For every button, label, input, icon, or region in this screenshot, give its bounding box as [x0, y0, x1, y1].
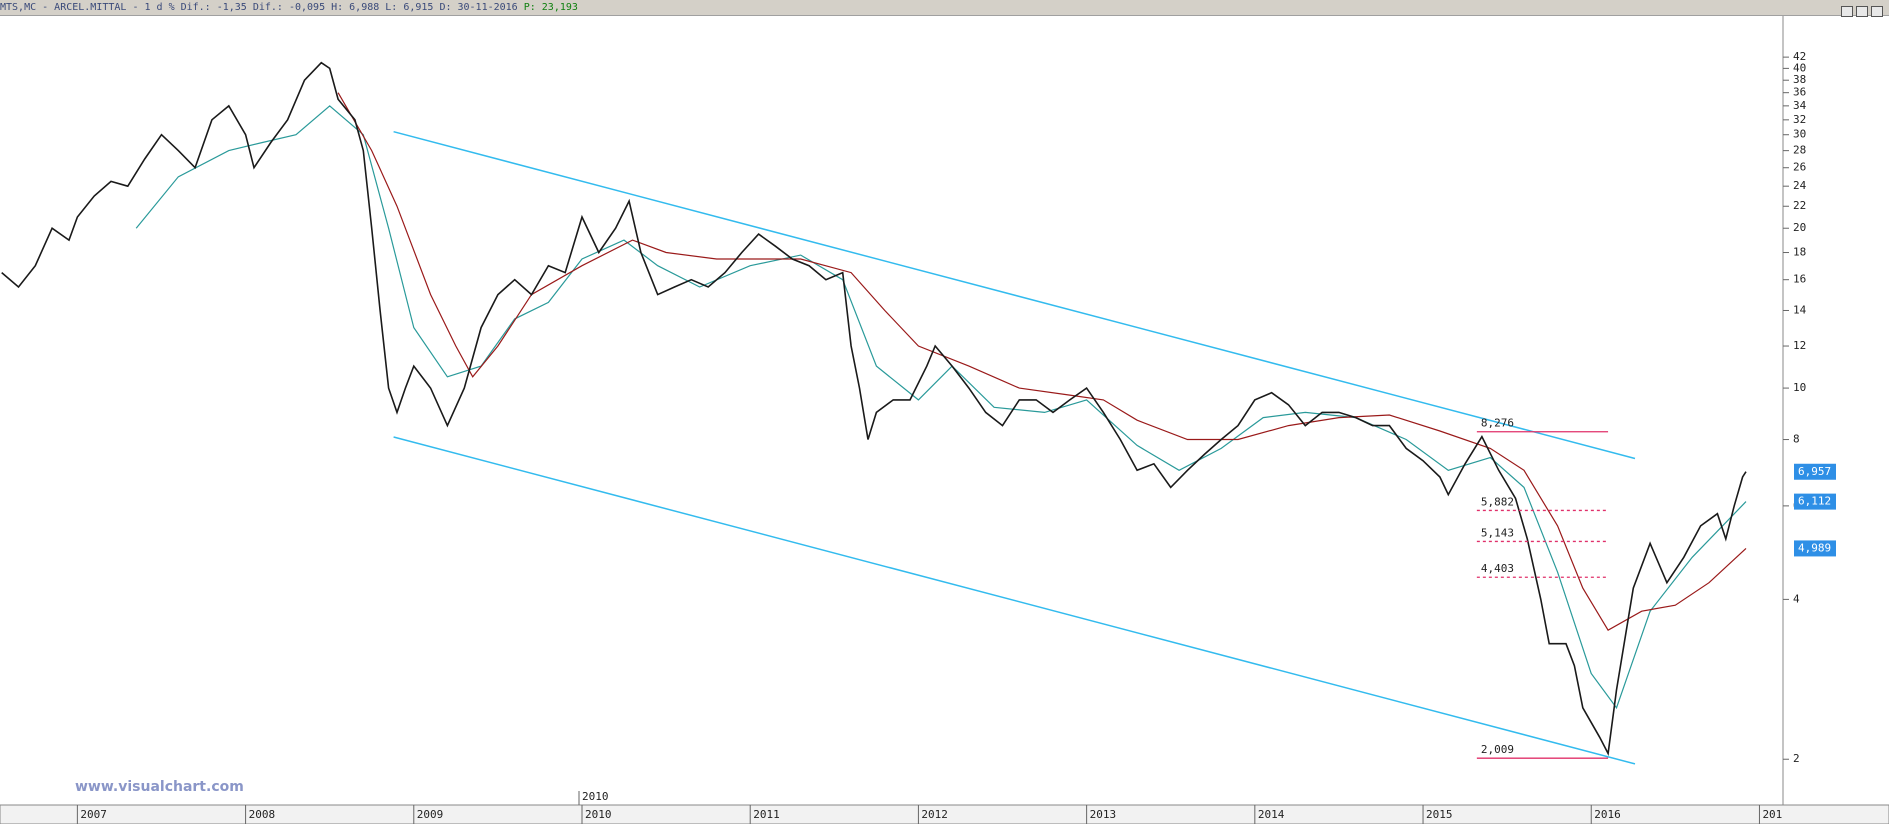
price-label: 6,112	[1798, 495, 1831, 508]
level-label: 4,403	[1481, 562, 1514, 575]
y-tick-label: 16	[1793, 273, 1806, 286]
header-field: H: 6,988	[331, 2, 380, 13]
x-axis-strip	[0, 804, 1889, 824]
moving-average	[337, 92, 1747, 632]
level-label: 2,009	[1481, 743, 1514, 756]
x-tick-label: 2007	[80, 808, 107, 821]
cursor-label: 2010	[582, 790, 609, 803]
y-tick-label: 4	[1793, 592, 1800, 605]
y-tick-label: 28	[1793, 144, 1806, 157]
y-tick-label: 20	[1793, 221, 1806, 234]
x-tick-label: 2008	[249, 808, 275, 821]
header-field: D: 30-11-2016	[439, 2, 518, 13]
plot-area	[0, 16, 1783, 805]
y-tick-label: 40	[1793, 61, 1806, 74]
x-tick-label: 2014	[1258, 808, 1285, 821]
level-label: 5,143	[1481, 526, 1514, 539]
header-field: Dif.: -0,095	[252, 2, 326, 13]
trend-line	[393, 436, 1636, 765]
x-tick-label: 2016	[1594, 808, 1621, 821]
x-tick-label: 201	[1762, 808, 1782, 821]
y-tick-label: 8	[1793, 433, 1800, 446]
y-tick-label: 42	[1793, 50, 1806, 63]
y-tick-label: 38	[1793, 73, 1806, 86]
level-label: 8,276	[1481, 417, 1514, 430]
price-line	[1, 61, 1747, 757]
y-tick-label: 22	[1793, 199, 1806, 212]
header-bar: MTS,MC - ARCEL.MITTAL - 1 d % Dif.: -1,35…	[0, 0, 1889, 16]
close-button[interactable]	[1871, 6, 1883, 17]
y-tick-label: 26	[1793, 161, 1806, 174]
header-field: P: 23,193	[523, 2, 578, 13]
trend-line	[393, 130, 1636, 460]
minimize-button[interactable]	[1841, 6, 1853, 17]
y-tick-label: 32	[1793, 113, 1806, 126]
y-tick-label: 2	[1793, 752, 1800, 765]
price-label: 6,957	[1798, 465, 1831, 478]
window-buttons	[1838, 2, 1883, 21]
price-label-box	[1794, 540, 1836, 557]
x-tick-label: 2011	[753, 808, 780, 821]
y-tick-label: 30	[1793, 128, 1806, 141]
y-tick-label: 18	[1793, 246, 1806, 259]
y-tick-label: 24	[1793, 179, 1807, 192]
header-field: MTS,MC - ARCEL.MITTAL - 1 d	[0, 2, 163, 13]
x-tick-label: 2015	[1426, 808, 1453, 821]
x-tick-label: 2010	[585, 808, 612, 821]
watermark: www.visualchart.com	[75, 779, 244, 795]
level-label: 5,882	[1481, 495, 1514, 508]
y-tick-label: 36	[1793, 86, 1806, 99]
moving-average	[135, 105, 1747, 710]
x-tick-label: 2009	[417, 808, 444, 821]
y-tick-label: 14	[1793, 303, 1807, 316]
y-tick-label: 34	[1793, 99, 1807, 112]
price-label-box	[1794, 493, 1836, 510]
maximize-button[interactable]	[1856, 6, 1868, 17]
x-tick-label: 2013	[1090, 808, 1117, 821]
price-label-box	[1794, 463, 1836, 480]
y-tick-label: 10	[1793, 381, 1806, 394]
y-tick-label: 12	[1793, 339, 1806, 352]
header-field: % Dif.: -1,35	[168, 2, 247, 13]
price-label: 4,989	[1798, 541, 1831, 554]
x-tick-label: 2012	[921, 808, 948, 821]
header-field: L: 6,915	[385, 2, 434, 13]
